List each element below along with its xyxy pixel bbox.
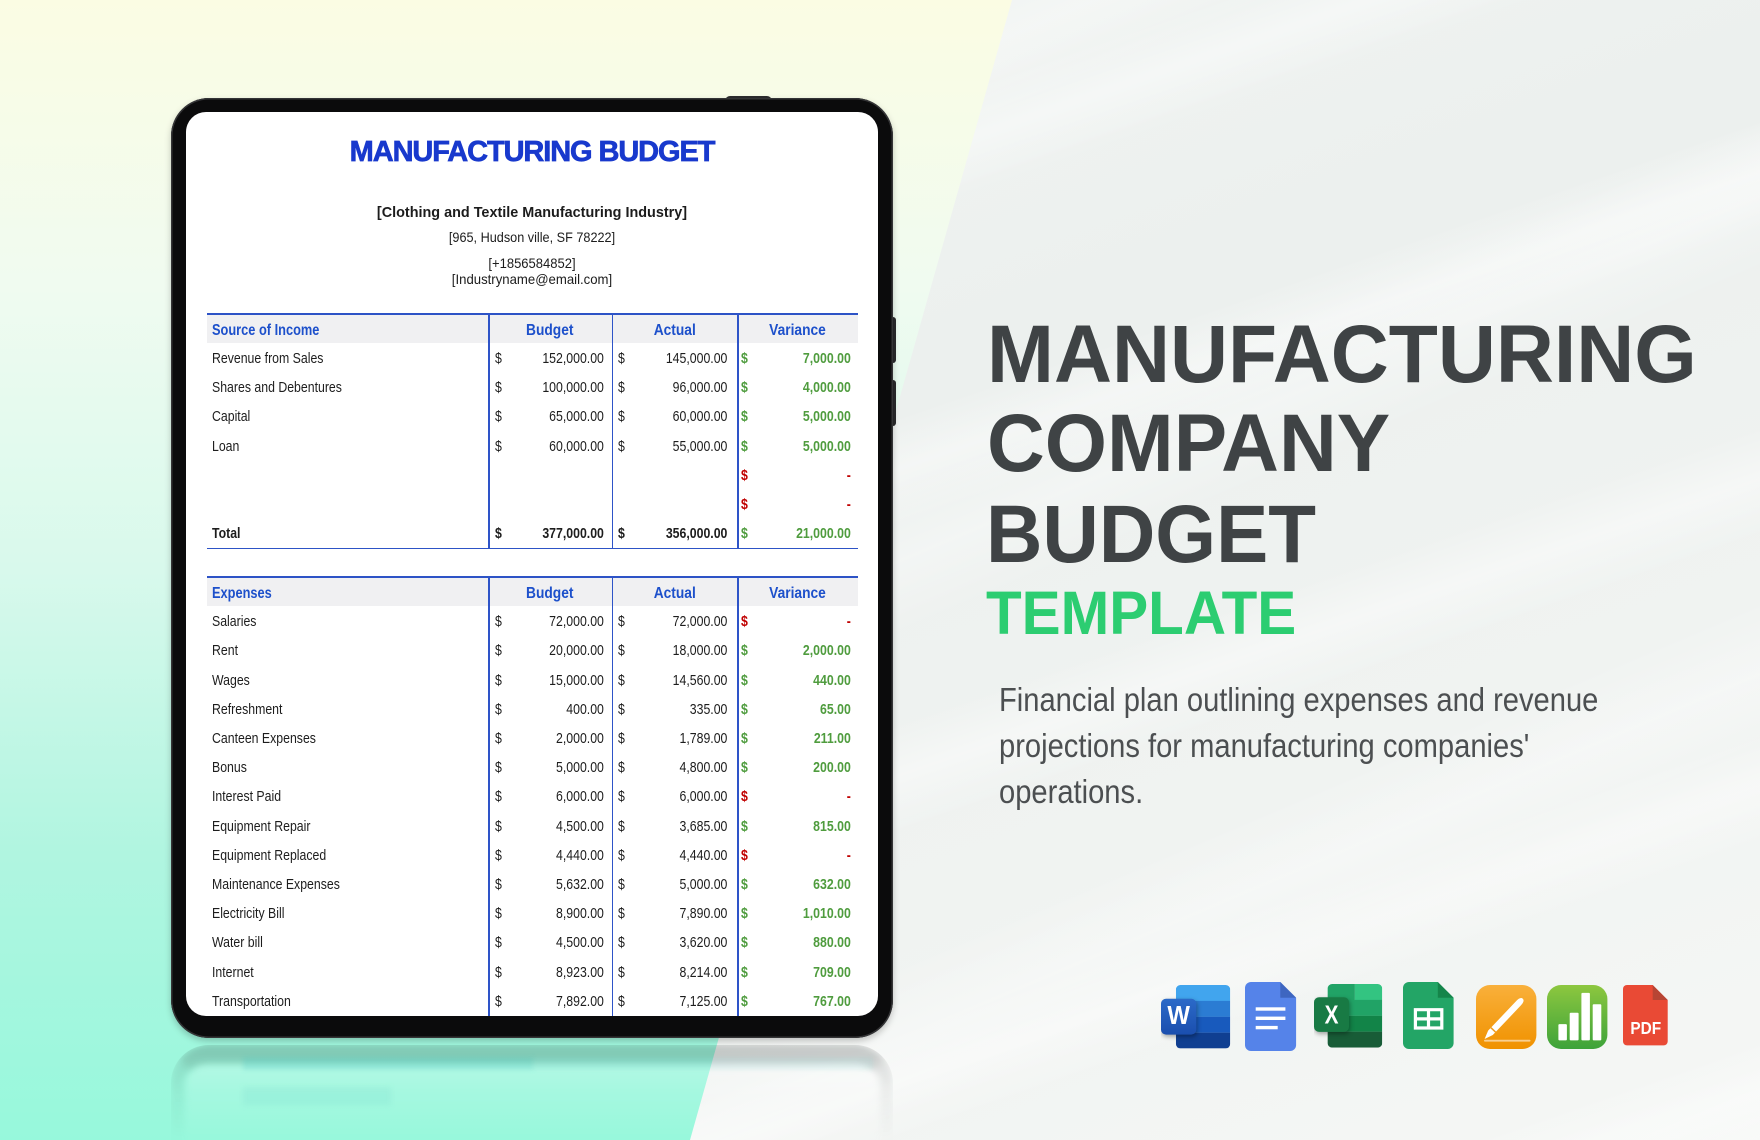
svg-text:PDF: PDF — [1630, 1019, 1661, 1038]
svg-text:X: X — [1324, 1000, 1338, 1029]
svg-text:W: W — [1167, 1001, 1190, 1030]
